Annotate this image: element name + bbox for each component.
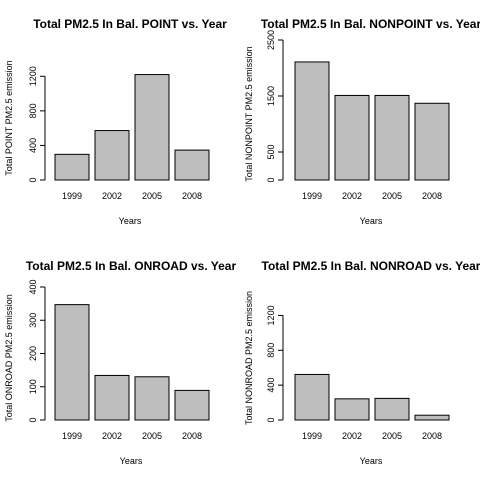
nonroad-bar-2008 [414, 414, 450, 421]
nonroad-bar-1999 [294, 373, 330, 421]
nonroad-category-label: 2002 [342, 431, 362, 441]
nonpoint-chart-xlabel: Years [360, 216, 383, 226]
onroad-y-tick-label: 400 [28, 279, 38, 294]
onroad-chart-xlabel: Years [120, 456, 143, 466]
nonroad-y-tick-label: 0 [266, 417, 276, 422]
point-chart-ylabel: Total POINT PM2.5 emission [4, 60, 14, 175]
point-y-tick-label: 0 [28, 177, 38, 182]
nonroad-y-tick-label: 1200 [266, 305, 276, 325]
onroad-y-tick-label: 0 [28, 417, 38, 422]
point-y-tick-label: 800 [28, 103, 38, 118]
point-chart-xlabel: Years [119, 216, 142, 226]
onroad-y-tick-label: 300 [28, 313, 38, 328]
nonpoint-chart-panel: Total PM2.5 In Bal. NONPOINT vs. Year Ye… [244, 17, 480, 226]
onroad-chart-ylabel: Total ONROAD PM2.5 emission [4, 294, 14, 422]
onroad-bar-1999 [54, 304, 90, 421]
nonpoint-bar-2005 [374, 94, 410, 181]
nonpoint-bar-2002 [334, 94, 370, 181]
nonroad-category-label: 2008 [422, 431, 442, 441]
point-y-tick-label: 400 [28, 138, 38, 153]
nonpoint-y-tick-label: 0 [266, 177, 276, 182]
nonroad-bar-2002 [334, 398, 370, 421]
nonpoint-bar-2008 [414, 102, 450, 181]
nonroad-y-tick-label: 400 [266, 378, 276, 393]
nonpoint-category-label: 1999 [302, 191, 322, 201]
nonpoint-chart-ylabel: Total NONPOINT PM2.5 emission [244, 46, 254, 181]
nonroad-category-label: 2005 [382, 431, 402, 441]
nonroad-chart-xlabel: Years [360, 456, 383, 466]
nonroad-chart-plot: 0 400 800 1200 1999 2002 2005 2008 [266, 305, 450, 441]
onroad-bar-2008 [174, 389, 210, 421]
point-category-label: 2005 [142, 191, 162, 201]
nonpoint-y-tick-label: 1500 [266, 86, 276, 106]
nonpoint-category-label: 2002 [342, 191, 362, 201]
nonroad-chart-title: Total PM2.5 In Bal. NONROAD vs. Year [262, 259, 480, 273]
point-bar-2005 [134, 74, 170, 181]
nonroad-y-tick-label: 800 [266, 343, 276, 358]
onroad-category-label: 2002 [102, 431, 122, 441]
nonpoint-bar-1999 [294, 61, 330, 181]
nonpoint-chart-title: Total PM2.5 In Bal. NONPOINT vs. Year [261, 17, 480, 31]
onroad-chart-title: Total PM2.5 In Bal. ONROAD vs. Year [26, 259, 237, 273]
point-category-label: 2008 [182, 191, 202, 201]
point-bar-1999 [54, 153, 90, 181]
nonroad-category-label: 1999 [302, 431, 322, 441]
onroad-category-label: 2005 [142, 431, 162, 441]
onroad-y-tick-label: 200 [28, 346, 38, 361]
nonroad-chart-panel: Total PM2.5 In Bal. NONROAD vs. Year Yea… [244, 259, 480, 466]
nonpoint-chart-plot: 0 500 1500 2500 1999 2002 2005 2008 [266, 30, 450, 201]
nonroad-chart-ylabel: Total NONROAD PM2.5 emission [244, 291, 254, 425]
point-y-tick-label: 1200 [28, 66, 38, 86]
onroad-bar-2002 [94, 374, 130, 421]
point-chart-panel: Total PM2.5 In Bal. POINT vs. Year Years… [4, 17, 227, 226]
point-category-label: 1999 [62, 191, 82, 201]
nonpoint-y-tick-label: 500 [266, 144, 276, 159]
onroad-category-label: 1999 [62, 431, 82, 441]
onroad-chart-plot: 0 100 200 300 400 1999 2002 2005 2008 [28, 279, 210, 441]
point-bar-2002 [94, 130, 130, 181]
point-category-label: 2002 [102, 191, 122, 201]
point-chart-plot: 0 400 800 1200 1999 2002 2005 2008 [28, 66, 210, 201]
onroad-chart-panel: Total PM2.5 In Bal. ONROAD vs. Year Year… [4, 259, 236, 466]
nonpoint-category-label: 2005 [382, 191, 402, 201]
onroad-bar-2005 [134, 376, 170, 421]
nonroad-bar-2005 [374, 397, 410, 421]
point-chart-title: Total PM2.5 In Bal. POINT vs. Year [33, 17, 227, 31]
onroad-category-label: 2008 [182, 431, 202, 441]
onroad-y-tick-label: 100 [28, 379, 38, 394]
nonpoint-category-label: 2008 [422, 191, 442, 201]
point-bar-2008 [174, 149, 210, 181]
nonpoint-y-tick-label: 2500 [266, 30, 276, 50]
